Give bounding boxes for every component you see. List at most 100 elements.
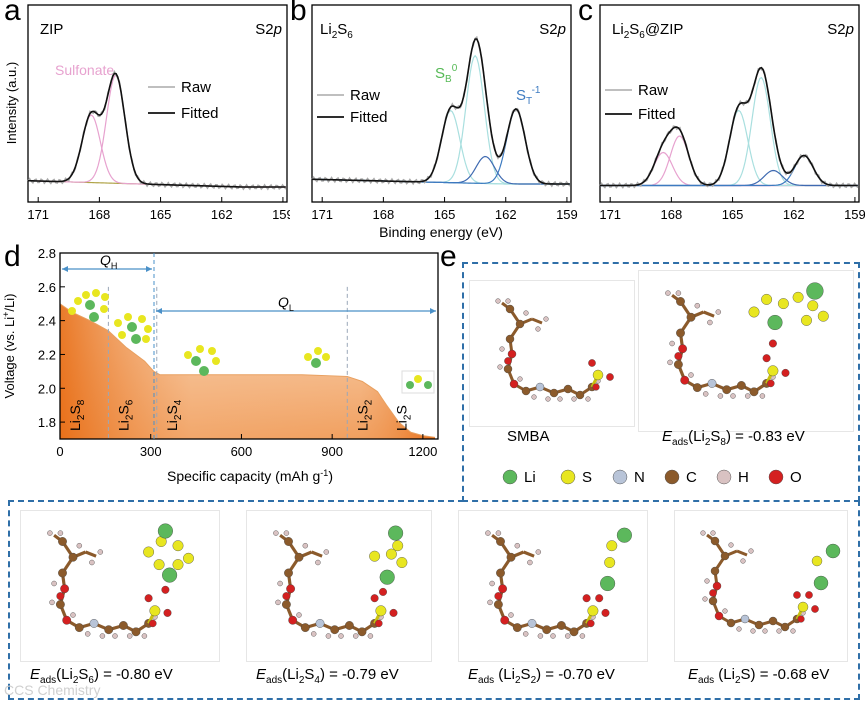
carbon-atom [284, 568, 293, 578]
hydrogen-atom [675, 290, 682, 296]
sulfur-atom [801, 314, 812, 326]
curves-c [599, 66, 859, 189]
carbon-atom [749, 387, 759, 397]
curves-a [27, 69, 287, 191]
hydrogen-atom [495, 530, 502, 536]
hydrogen-atom [715, 309, 722, 315]
oxygen-atom [389, 608, 398, 617]
carbon-atom [674, 360, 683, 369]
carbon-atom [330, 625, 340, 635]
molecule-li2s4 [246, 510, 432, 662]
oxygen-atom [379, 587, 387, 596]
xtick-label: 162 [211, 207, 233, 222]
axes-frame-c [599, 4, 860, 203]
carbon-atom [569, 627, 579, 637]
oxygen-atom [674, 352, 683, 361]
carbon-atom [720, 551, 730, 561]
nitrogen-atom [535, 382, 545, 392]
orbital-label-b: S2p [539, 21, 566, 38]
hydrogen-atom [694, 302, 701, 309]
sulfur-atom [792, 291, 804, 303]
oxygen-atom [768, 339, 777, 348]
legend-raw-b: Raw [350, 87, 380, 104]
panel-letter-c: c [578, 0, 593, 27]
xtick-label: 168 [89, 207, 111, 222]
bond [85, 550, 97, 558]
carbon-atom [357, 627, 367, 637]
bond [531, 317, 543, 325]
hydrogen-atom [665, 290, 671, 296]
hydrogen-atom [704, 578, 710, 584]
ql-label: QL [278, 294, 294, 313]
xticks-c: 171 168 165 162 159 [599, 197, 865, 222]
oxygen-atom [507, 349, 517, 359]
sulfur-atom [797, 601, 809, 613]
oxygen-atom [601, 608, 610, 617]
molecule-li2s8 [638, 270, 854, 432]
hydrogen-atom [730, 393, 736, 399]
fitted-curve [600, 66, 858, 187]
lithium-atom [616, 527, 632, 543]
sulfur-atom [817, 310, 829, 322]
hydrogen-atom [338, 633, 344, 639]
ql-arrow: QL [156, 294, 436, 314]
molecule-li2s2 [458, 510, 648, 662]
carbon-atom [768, 616, 778, 626]
discharge-xlabel: Specific capacity (mAh g-1) [167, 468, 333, 484]
carbon-atom [294, 552, 304, 562]
caption-li2s4: Eads(Li2S4) = -0.79 eV [256, 666, 399, 686]
hydrogen-atom [514, 542, 521, 549]
sulfur-atom [143, 546, 155, 558]
orbital-label-a: S2p [255, 21, 282, 38]
hydrogen-atom [564, 633, 571, 639]
hydrogen-atom [499, 346, 505, 352]
sulfur-atom [592, 369, 604, 381]
legend-fitted-b: Fitted [350, 109, 388, 126]
sulfur-atom [767, 365, 779, 377]
oxygen-atom [805, 591, 813, 599]
panel-e-box-bottom [8, 500, 860, 700]
sample-label-a: ZIP [40, 21, 63, 38]
hydrogen-atom [325, 633, 332, 639]
ytick-label: 2.4 [38, 314, 56, 329]
hydrogen-atom [523, 310, 529, 316]
hydrogen-atom [302, 542, 309, 549]
legend-atom-label: S [582, 469, 592, 486]
hydrogen-atom [717, 393, 724, 399]
hydrogen-atom [49, 599, 55, 606]
sulfur-atom [604, 557, 616, 568]
hydrogen-atom [688, 372, 694, 378]
li2s8-cluster-icon [68, 289, 109, 322]
lithium-atom [813, 575, 829, 591]
caption-li2s2: Eads (Li2S2) = -0.70 eV [468, 666, 615, 686]
carbon-atom [708, 596, 718, 606]
hydrogen-atom [323, 549, 330, 555]
hydrogen-atom [315, 559, 321, 566]
xps-xlabel: Binding energy (eV) [379, 224, 503, 240]
legend-atom-label: Li [524, 469, 536, 486]
orbital-label-c: S2p [827, 21, 854, 38]
hydrogen-atom [99, 633, 106, 639]
nitrogen-atom [740, 614, 750, 624]
xtick-label: 165 [150, 207, 172, 222]
hydrogen-atom [669, 340, 675, 347]
carbon-atom [710, 536, 720, 546]
li2s4-cluster-icon [184, 345, 220, 376]
sb0-label: SB0 [435, 63, 458, 85]
hydrogen-atom [508, 612, 514, 618]
hydrogen-atom [748, 548, 754, 554]
xtick-label: 165 [722, 207, 744, 222]
ytick-label: 1.8 [38, 415, 56, 430]
fitted-curve [27, 72, 286, 188]
legend-atom-label: H [738, 469, 749, 486]
oxygen-atom [712, 581, 722, 591]
hydrogen-atom [776, 628, 782, 634]
sulfur-atom [396, 557, 408, 568]
carbon-atom [676, 328, 685, 338]
legend-fitted-a: Fitted [181, 105, 219, 122]
oxygen-atom [56, 592, 65, 601]
xtick-label: 600 [231, 444, 253, 459]
hydrogen-atom [702, 596, 708, 602]
xtick-label: 159 [272, 207, 290, 222]
nitrogen-atom [89, 619, 99, 628]
